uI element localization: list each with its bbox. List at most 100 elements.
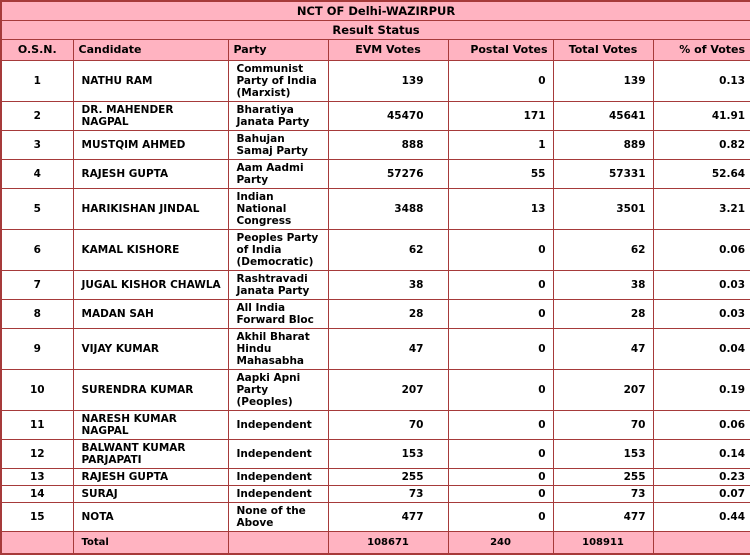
party-cell: Bahujan Samaj Party	[227, 130, 329, 160]
osn-cell: 15	[0, 502, 74, 532]
col-header-pct-votes: % of Votes	[652, 39, 750, 61]
candidate-cell: SURAJ	[72, 485, 229, 503]
column-header-row: O.S.N. Candidate Party EVM Votes Postal …	[0, 39, 750, 61]
result-status-heading: Result Status	[0, 20, 750, 40]
candidate-cell: NOTA	[72, 502, 229, 532]
pct-votes-cell: 0.13	[652, 60, 750, 102]
table-row: 1 NATHU RAM Communist Party of India (Marx…	[0, 60, 750, 102]
table-row: 5 HARIKISHAN JINDAL Indian National Congre…	[0, 188, 750, 230]
pct-votes-cell: 0.19	[652, 369, 750, 411]
evm-votes-cell: 139	[327, 60, 449, 102]
pct-votes-cell: 0.06	[652, 410, 750, 440]
candidate-cell: NATHU RAM	[72, 60, 229, 102]
postal-votes-cell: 0	[447, 270, 554, 300]
postal-votes-cell: 0	[447, 468, 554, 486]
candidate-cell: HARIKISHAN JINDAL	[72, 188, 229, 230]
evm-votes-cell: 28	[327, 299, 449, 329]
candidate-cell: BALWANT KUMAR PARJAPATI	[72, 439, 229, 469]
osn-cell: 1	[0, 60, 74, 102]
party-cell: Rashtravadi Janata Party	[227, 270, 329, 300]
pct-votes-cell: 0.82	[652, 130, 750, 160]
pct-votes-cell: 0.03	[652, 299, 750, 329]
pct-votes-cell: 0.06	[652, 229, 750, 271]
evm-votes-cell: 477	[327, 502, 449, 532]
candidate-cell: JUGAL KISHOR CHAWLA	[72, 270, 229, 300]
candidate-cell: DR. MAHENDER NAGPAL	[72, 101, 229, 131]
table-row: 3 MUSTQIM AHMED Bahujan Samaj Party 888 1 889…	[0, 130, 750, 160]
osn-cell: 11	[0, 410, 74, 440]
col-header-total-votes: Total Votes	[552, 39, 654, 61]
total-votes-cell: 45641	[552, 101, 654, 131]
candidate-cell: RAJESH GUPTA	[72, 159, 229, 189]
total-votes-cell: 477	[552, 502, 654, 532]
evm-votes-cell: 73	[327, 485, 449, 503]
pct-votes-cell: 0.03	[652, 270, 750, 300]
total-votes-cell: 70	[552, 410, 654, 440]
col-header-candidate: Candidate	[72, 39, 229, 61]
pct-votes-cell: 3.21	[652, 188, 750, 230]
pct-votes-cell: 41.91	[652, 101, 750, 131]
party-cell: Independent	[227, 439, 329, 469]
postal-votes-cell: 0	[447, 60, 554, 102]
postal-votes-cell: 55	[447, 159, 554, 189]
table-row: 10 SURENDRA KUMAR Aapki Apni Party (People…	[0, 369, 750, 411]
party-cell: None of the Above	[227, 502, 329, 532]
postal-votes-cell: 171	[447, 101, 554, 131]
total-votes-cell: 207	[552, 369, 654, 411]
total-votes-cell: 73	[552, 485, 654, 503]
page-title: NCT OF Delhi-WAZIRPUR	[0, 0, 750, 21]
total-votes-cell: 255	[552, 468, 654, 486]
candidate-cell: MUSTQIM AHMED	[72, 130, 229, 160]
table-row: 8 MADAN SAH All India Forward Bloc 28 0 28 0.0…	[0, 299, 750, 329]
evm-votes-cell: 38	[327, 270, 449, 300]
pct-votes-cell: 52.64	[652, 159, 750, 189]
osn-cell: 6	[0, 229, 74, 271]
col-header-postal-votes: Postal Votes	[447, 39, 554, 61]
total-votes-cell: 153	[552, 439, 654, 469]
osn-cell: 2	[0, 101, 74, 131]
party-cell: Communist Party of India (Marxist)	[227, 60, 329, 102]
postal-votes-cell: 0	[447, 328, 554, 370]
pct-votes-cell: 0.04	[652, 328, 750, 370]
pct-votes-cell: 0.14	[652, 439, 750, 469]
total-total-votes-cell: 108911	[552, 531, 654, 555]
party-cell: Akhil Bharat Hindu Mahasabha	[227, 328, 329, 370]
table-row: 13 RAJESH GUPTA Independent 255 0 255 0.23	[0, 468, 750, 486]
postal-votes-cell: 13	[447, 188, 554, 230]
postal-votes-cell: 1	[447, 130, 554, 160]
table-row: 6 KAMAL KISHORE Peoples Party of India (De…	[0, 229, 750, 271]
osn-cell: 7	[0, 270, 74, 300]
party-cell: All India Forward Bloc	[227, 299, 329, 329]
evm-votes-cell: 153	[327, 439, 449, 469]
postal-votes-cell: 0	[447, 502, 554, 532]
evm-votes-cell: 207	[327, 369, 449, 411]
evm-votes-cell: 255	[327, 468, 449, 486]
postal-votes-cell: 0	[447, 439, 554, 469]
table-row: 11 NARESH KUMAR NAGPAL Independent 70 0 70 0.0…	[0, 410, 750, 440]
total-label-cell: Total	[72, 531, 229, 555]
subtitle-row: Result Status	[0, 20, 750, 40]
osn-cell: 4	[0, 159, 74, 189]
evm-votes-cell: 70	[327, 410, 449, 440]
party-cell: Indian National Congress	[227, 188, 329, 230]
party-cell: Independent	[227, 410, 329, 440]
col-header-evm-votes: EVM Votes	[327, 39, 449, 61]
total-votes-cell: 47	[552, 328, 654, 370]
evm-votes-cell: 888	[327, 130, 449, 160]
col-header-party: Party	[227, 39, 329, 61]
evm-votes-cell: 57276	[327, 159, 449, 189]
osn-cell: 12	[0, 439, 74, 469]
party-cell: Independent	[227, 485, 329, 503]
party-cell: Peoples Party of India (Democratic)	[227, 229, 329, 271]
party-cell: Aapki Apni Party (Peoples)	[227, 369, 329, 411]
title-row: NCT OF Delhi-WAZIRPUR	[0, 0, 750, 21]
osn-cell: 13	[0, 468, 74, 486]
postal-votes-cell: 0	[447, 485, 554, 503]
postal-votes-cell: 0	[447, 410, 554, 440]
osn-cell: 9	[0, 328, 74, 370]
results-tbody: 1 NATHU RAM Communist Party of India (Marx…	[0, 60, 750, 532]
total-votes-cell: 139	[552, 60, 654, 102]
table-row: 4 RAJESH GUPTA Aam Aadmi Party 57276 55 57331…	[0, 159, 750, 189]
total-row: Total 108671 240 108911	[0, 531, 750, 555]
